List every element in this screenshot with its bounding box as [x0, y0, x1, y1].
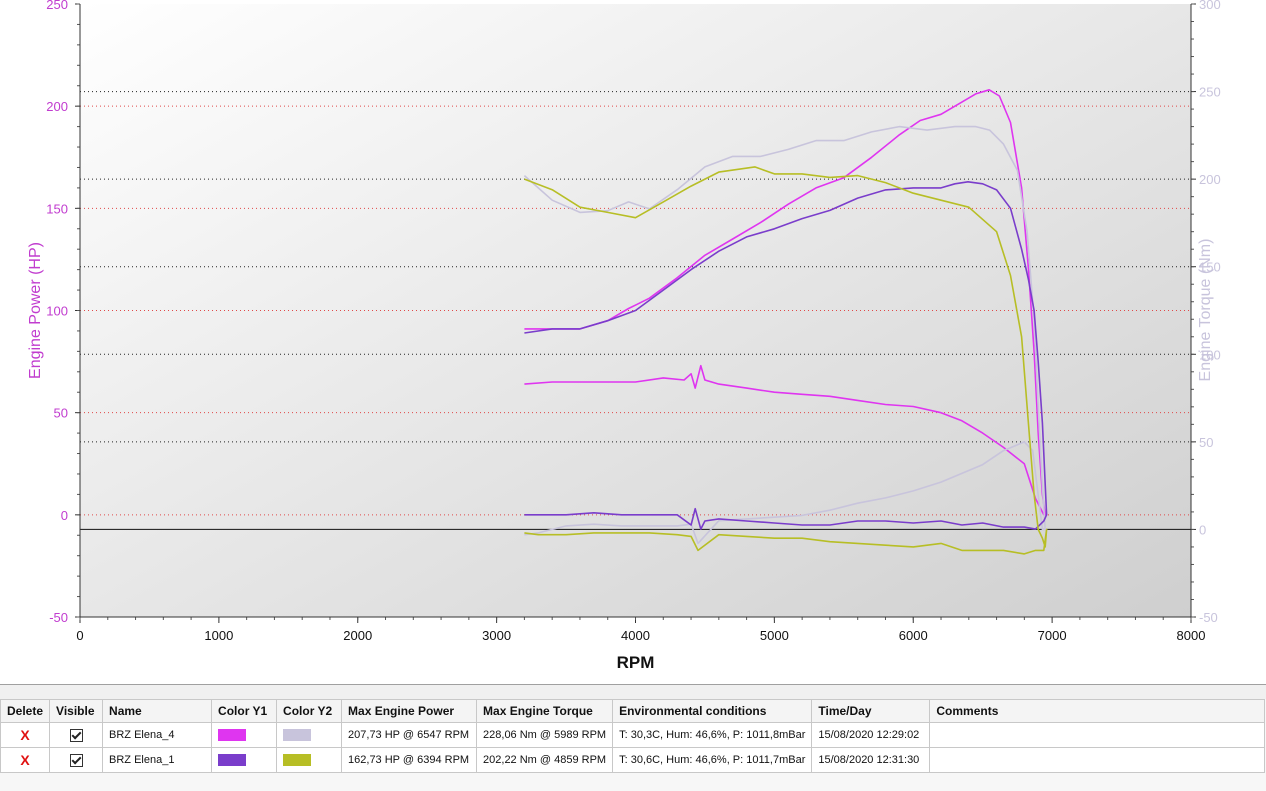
color-y2-swatch[interactable]: [283, 729, 312, 742]
table-header-row: Delete Visible Name Color Y1 Color Y2 Ma…: [0, 699, 1266, 723]
header-visible[interactable]: Visible: [49, 699, 104, 723]
env-conditions: T: 30,6C, Hum: 46,6%, P: 1011,7mBar: [612, 747, 813, 773]
header-comments[interactable]: Comments: [929, 699, 1266, 723]
y1-axis-label: Engine Power (HP): [27, 242, 44, 379]
y1-tick-label: 0: [61, 508, 68, 523]
series-lines: [523, 89, 1048, 555]
x-axis-label: RPM: [617, 653, 655, 672]
y1-tick-label: 250: [46, 0, 68, 12]
color-y2-cell[interactable]: [276, 747, 343, 773]
x-tick-label: 8000: [1177, 628, 1206, 643]
x-tick-label: 2000: [343, 628, 372, 643]
table-row: X BRZ Elena_4 207,73 HP @ 6547 RPM 228,0…: [0, 722, 1266, 748]
runs-table: Delete Visible Name Color Y1 Color Y2 Ma…: [0, 699, 1266, 773]
run-name: BRZ Elena_1: [102, 747, 213, 773]
table-row: X BRZ Elena_1 162,73 HP @ 6394 RPM 202,2…: [0, 747, 1266, 773]
x-tick-label: 4000: [621, 628, 650, 643]
header-delete[interactable]: Delete: [0, 699, 51, 723]
delete-button[interactable]: X: [0, 722, 51, 748]
time-day: 15/08/2020 12:29:02: [811, 722, 931, 748]
color-y1-swatch[interactable]: [218, 754, 247, 767]
color-y2-cell[interactable]: [276, 722, 343, 748]
y1-tick-label: 150: [46, 201, 68, 216]
y2-tick-label: 250: [1199, 85, 1221, 100]
header-max-torque[interactable]: Max Engine Torque: [476, 699, 614, 723]
series-line-0: [524, 89, 1048, 516]
header-color-y1[interactable]: Color Y1: [211, 699, 278, 723]
y1-tick-label: 100: [46, 304, 68, 319]
env-conditions: T: 30,3C, Hum: 46,6%, P: 1011,8mBar: [612, 722, 813, 748]
header-color-y2[interactable]: Color Y2: [276, 699, 343, 723]
y2-tick-label: -50: [1199, 610, 1218, 625]
color-y1-cell[interactable]: [211, 722, 278, 748]
checkbox-checked-icon: [69, 753, 83, 767]
x-tick-label: 1000: [204, 628, 233, 643]
splitter[interactable]: [0, 684, 1266, 699]
runs-table-container: Delete Visible Name Color Y1 Color Y2 Ma…: [0, 699, 1266, 791]
axes: -50050100150200250-500501001502002503000…: [46, 0, 1220, 643]
max-power: 162,73 HP @ 6394 RPM: [341, 747, 478, 773]
color-y1-cell[interactable]: [211, 747, 278, 773]
header-max-power[interactable]: Max Engine Power: [341, 699, 478, 723]
x-tick-label: 7000: [1038, 628, 1067, 643]
header-env[interactable]: Environmental conditions: [612, 699, 813, 723]
run-name: BRZ Elena_4: [102, 722, 213, 748]
delete-button[interactable]: X: [0, 747, 51, 773]
max-torque: 228,06 Nm @ 5989 RPM: [476, 722, 614, 748]
series-line-1: [523, 125, 1048, 545]
max-torque: 202,22 Nm @ 4859 RPM: [476, 747, 614, 773]
y2-tick-label: 100: [1199, 347, 1221, 362]
grid-lines: [80, 91, 1191, 530]
x-tick-label: 5000: [760, 628, 789, 643]
checkbox-checked-icon: [69, 728, 83, 742]
y1-tick-label: -50: [49, 610, 68, 625]
visible-checkbox[interactable]: [49, 722, 104, 748]
y2-axis-label: Engine Torque (Nm): [1197, 239, 1214, 382]
comments[interactable]: [929, 747, 1266, 773]
visible-checkbox[interactable]: [49, 747, 104, 773]
header-name[interactable]: Name: [102, 699, 213, 723]
y2-tick-label: 0: [1199, 522, 1206, 537]
max-power: 207,73 HP @ 6547 RPM: [341, 722, 478, 748]
x-tick-label: 6000: [899, 628, 928, 643]
x-tick-label: 3000: [482, 628, 511, 643]
dyno-chart: -50 0 50 100 150 200 250 -50 0 50 100 150 200 250 300 0…: [0, 0, 1266, 684]
y2-tick-label: 200: [1199, 172, 1221, 187]
header-time[interactable]: Time/Day: [811, 699, 931, 723]
x-tick-label: 0: [76, 628, 83, 643]
y1-tick-label: 200: [46, 99, 68, 114]
comments[interactable]: [929, 722, 1266, 748]
color-y2-swatch[interactable]: [283, 754, 312, 767]
y1-tick-label: 50: [54, 406, 68, 421]
color-y1-swatch[interactable]: [218, 729, 247, 742]
time-day: 15/08/2020 12:31:30: [811, 747, 931, 773]
y2-tick-label: 150: [1199, 260, 1221, 275]
chart-canvas: -50050100150200250-500501001502002503000…: [27, 0, 1221, 672]
series-line-2: [524, 181, 1048, 530]
series-line-3: [524, 166, 1048, 555]
y2-tick-label: 50: [1199, 435, 1213, 450]
y2-tick-label: 300: [1199, 0, 1221, 12]
